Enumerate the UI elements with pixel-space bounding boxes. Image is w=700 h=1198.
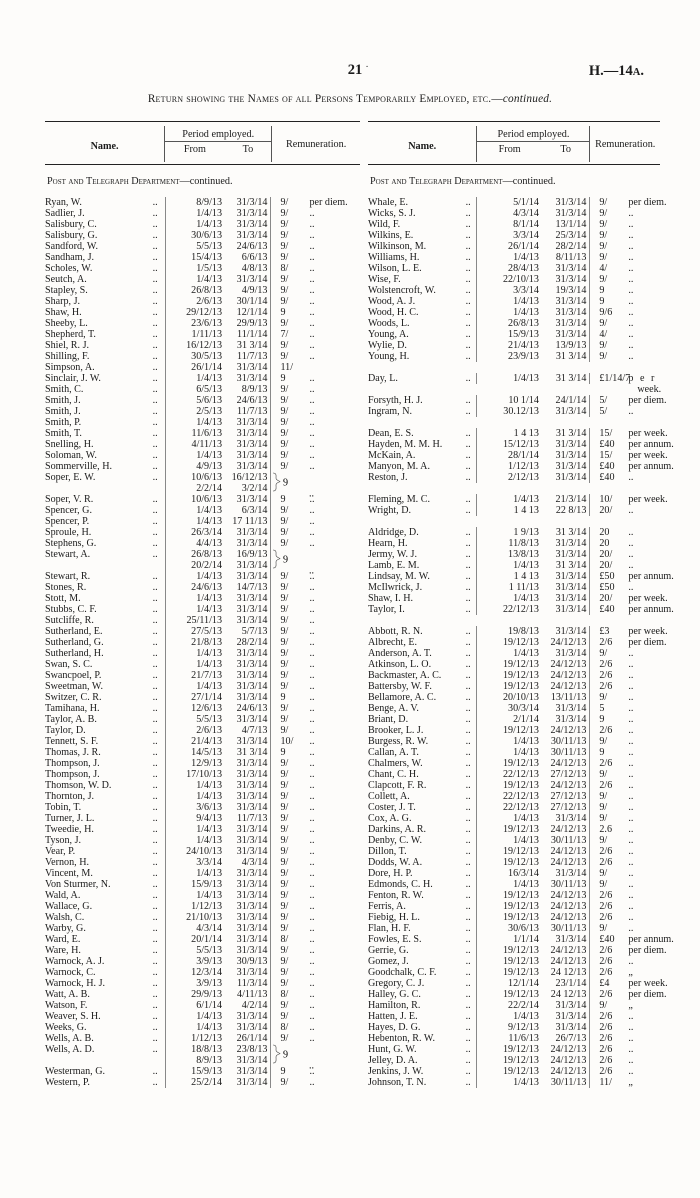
svg-text:9: 9 [283,555,288,566]
svg-text:9: 9 [283,1050,288,1061]
svg-text:9: 9 [283,478,288,489]
